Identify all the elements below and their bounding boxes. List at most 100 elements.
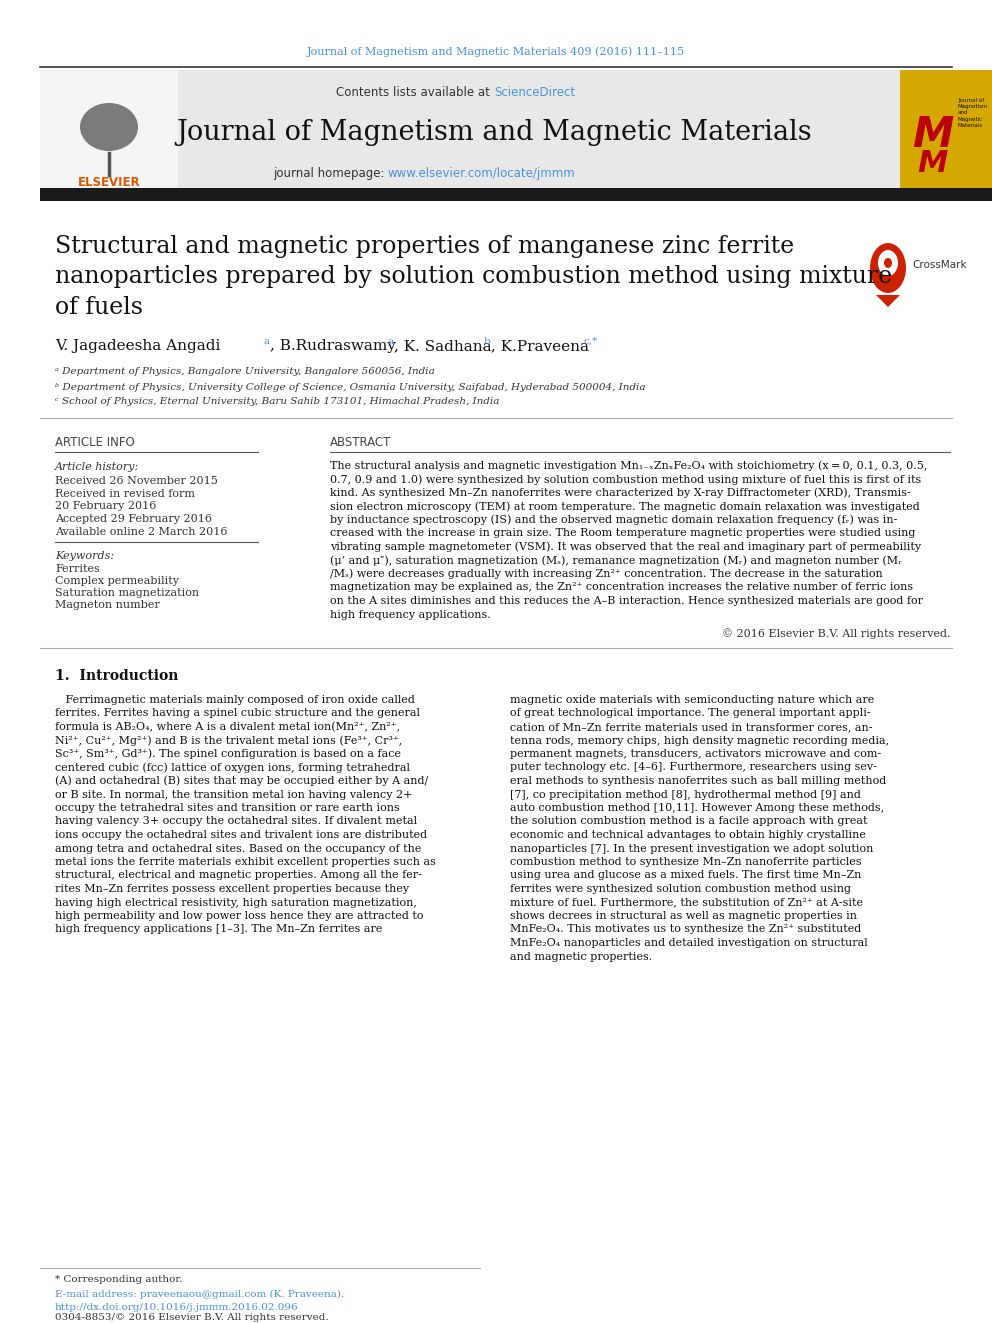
Text: magnetization may be explained as, the Zn²⁺ concentration increases the relative: magnetization may be explained as, the Z… [330,582,913,593]
Text: Sc³⁺, Sm³⁺, Gd³⁺). The spinel configuration is based on a face: Sc³⁺, Sm³⁺, Gd³⁺). The spinel configurat… [55,749,401,759]
Text: c,*: c,* [583,336,597,345]
Text: [7], co precipitation method [8], hydrothermal method [9] and: [7], co precipitation method [8], hydrot… [510,790,861,799]
Text: © 2016 Elsevier B.V. All rights reserved.: © 2016 Elsevier B.V. All rights reserved… [721,628,950,639]
Text: kind. As synthesized Mn–Zn nanoferrites were characterized by X-ray Diffractomet: kind. As synthesized Mn–Zn nanoferrites … [330,488,911,499]
Text: nanoparticles [7]. In the present investigation we adopt solution: nanoparticles [7]. In the present invest… [510,844,873,853]
Text: 0304-8853/© 2016 Elsevier B.V. All rights reserved.: 0304-8853/© 2016 Elsevier B.V. All right… [55,1314,328,1323]
Text: by inductance spectroscopy (IS) and the observed magnetic domain relaxation freq: by inductance spectroscopy (IS) and the … [330,515,898,525]
Text: using urea and glucose as a mixed fuels. The first time Mn–Zn: using urea and glucose as a mixed fuels.… [510,871,861,881]
Text: Received 26 November 2015: Received 26 November 2015 [55,476,218,486]
Text: www.elsevier.com/locate/jmmm: www.elsevier.com/locate/jmmm [388,168,575,180]
Text: ᶜ School of Physics, Eternal University, Baru Sahib 173101, Himachal Pradesh, In: ᶜ School of Physics, Eternal University,… [55,397,499,406]
Text: Complex permeability: Complex permeability [55,576,179,586]
Text: magnetic oxide materials with semiconducting nature which are: magnetic oxide materials with semiconduc… [510,695,874,705]
Text: ferrites. Ferrites having a spinel cubic structure and the general: ferrites. Ferrites having a spinel cubic… [55,709,420,718]
Text: or B site. In normal, the transition metal ion having valency 2+: or B site. In normal, the transition met… [55,790,413,799]
Text: ferrites were synthesized solution combustion method using: ferrites were synthesized solution combu… [510,884,851,894]
Text: structural, electrical and magnetic properties. Among all the fer-: structural, electrical and magnetic prop… [55,871,422,881]
Text: of great technological importance. The general important appli-: of great technological importance. The g… [510,709,871,718]
Text: Ferrimagnetic materials mainly composed of iron oxide called: Ferrimagnetic materials mainly composed … [55,695,415,705]
Text: ᵃ Department of Physics, Bangalore University, Bangalore 560056, India: ᵃ Department of Physics, Bangalore Unive… [55,368,434,377]
Text: CrossMark: CrossMark [912,261,966,270]
FancyBboxPatch shape [40,70,900,188]
Text: occupy the tetrahedral sites and transition or rare earth ions: occupy the tetrahedral sites and transit… [55,803,400,814]
Text: ABSTRACT: ABSTRACT [330,435,392,448]
Text: combustion method to synthesize Mn–Zn nanoferrite particles: combustion method to synthesize Mn–Zn na… [510,857,862,867]
Text: MnFe₂O₄ nanoparticles and detailed investigation on structural: MnFe₂O₄ nanoparticles and detailed inves… [510,938,868,949]
Ellipse shape [878,250,898,277]
Text: Article history:: Article history: [55,462,139,472]
Text: having valency 3+ occupy the octahedral sites. If divalent metal: having valency 3+ occupy the octahedral … [55,816,417,827]
Text: (μ’ and μ″), saturation magnetization (Mₛ), remanance magnetization (Mᵣ) and mag: (μ’ and μ″), saturation magnetization (M… [330,556,902,566]
Text: Magneton number: Magneton number [55,601,160,610]
Text: formula is AB₂O₄, where A is a divalent metal ion(Mn²⁺, Zn²⁺,: formula is AB₂O₄, where A is a divalent … [55,722,400,732]
Text: , K.Praveena: , K.Praveena [491,339,589,353]
Text: ARTICLE INFO: ARTICLE INFO [55,435,135,448]
Text: * Corresponding author.: * Corresponding author. [55,1275,183,1285]
Text: mixture of fuel. Furthermore, the substitution of Zn²⁺ at A-site: mixture of fuel. Furthermore, the substi… [510,897,863,908]
Text: on the A sites diminishes and this reduces the A–B interaction. Hence synthesize: on the A sites diminishes and this reduc… [330,595,923,606]
Text: ELSEVIER: ELSEVIER [77,176,140,189]
Text: http://dx.doi.org/10.1016/j.jmmm.2016.02.096: http://dx.doi.org/10.1016/j.jmmm.2016.02… [55,1303,299,1312]
Text: M: M [918,148,948,177]
Text: tenna rods, memory chips, high density magnetic recording media,: tenna rods, memory chips, high density m… [510,736,889,745]
Ellipse shape [80,103,138,151]
Text: metal ions the ferrite materials exhibit excellent properties such as: metal ions the ferrite materials exhibit… [55,857,435,867]
Text: The structural analysis and magnetic investigation Mn₁₋ₓZnₓFe₂O₄ with stoichiome: The structural analysis and magnetic inv… [330,460,928,471]
Text: Journal of Magnetism and Magnetic Materials 409 (2016) 111–115: Journal of Magnetism and Magnetic Materi… [307,46,685,57]
Text: centered cubic (fcc) lattice of oxygen ions, forming tetrahedral: centered cubic (fcc) lattice of oxygen i… [55,762,410,773]
Text: MnFe₂O₄. This motivates us to synthesize the Zn²⁺ substituted: MnFe₂O₄. This motivates us to synthesize… [510,925,861,934]
Text: M: M [913,114,953,156]
Text: Available online 2 March 2016: Available online 2 March 2016 [55,527,227,537]
Text: , B.Rudraswamy: , B.Rudraswamy [270,339,396,353]
Text: shows decrees in structural as well as magnetic properties in: shows decrees in structural as well as m… [510,912,857,921]
Text: Received in revised form: Received in revised form [55,490,195,499]
Text: E-mail address: praveenaou@gmail.com (K. Praveena).: E-mail address: praveenaou@gmail.com (K.… [55,1290,344,1299]
Text: of fuels: of fuels [55,295,143,319]
Text: having high electrical resistivity, high saturation magnetization,: having high electrical resistivity, high… [55,897,417,908]
Text: journal homepage:: journal homepage: [273,168,388,180]
Text: Structural and magnetic properties of manganese zinc ferrite: Structural and magnetic properties of ma… [55,235,795,258]
Text: Journal of
Magnetism
and
Magnetic
Materials: Journal of Magnetism and Magnetic Materi… [958,98,988,128]
Text: rites Mn–Zn ferrites possess excellent properties because they: rites Mn–Zn ferrites possess excellent p… [55,884,409,894]
Text: eral methods to synthesis nanoferrites such as ball milling method: eral methods to synthesis nanoferrites s… [510,777,886,786]
Text: the solution combustion method is a facile approach with great: the solution combustion method is a faci… [510,816,867,827]
Text: Contents lists available at: Contents lists available at [336,86,494,98]
Text: ᵇ Department of Physics, University College of Science, Osmania University, Saif: ᵇ Department of Physics, University Coll… [55,382,646,392]
Text: Saturation magnetization: Saturation magnetization [55,587,199,598]
Text: 20 February 2016: 20 February 2016 [55,501,157,511]
Text: permanent magnets, transducers, activators microwave and com-: permanent magnets, transducers, activato… [510,749,881,759]
Text: high frequency applications.: high frequency applications. [330,610,491,619]
Text: nanoparticles prepared by solution combustion method using mixture: nanoparticles prepared by solution combu… [55,266,892,288]
Text: 0.7, 0.9 and 1.0) were synthesized by solution combustion method using mixture o: 0.7, 0.9 and 1.0) were synthesized by so… [330,474,922,484]
Text: sion electron microscopy (TEM) at room temperature. The magnetic domain relaxati: sion electron microscopy (TEM) at room t… [330,501,920,512]
Text: among tetra and octahedral sites. Based on the occupancy of the: among tetra and octahedral sites. Based … [55,844,422,853]
Text: economic and technical advantages to obtain highly crystalline: economic and technical advantages to obt… [510,830,866,840]
Text: Ferrites: Ferrites [55,564,100,574]
Text: high permeability and low power loss hence they are attracted to: high permeability and low power loss hen… [55,912,424,921]
Text: Keywords:: Keywords: [55,550,114,561]
Text: (A) and octahedral (B) sites that may be occupied either by A and/: (A) and octahedral (B) sites that may be… [55,775,429,786]
Text: Accepted 29 February 2016: Accepted 29 February 2016 [55,515,212,524]
Text: high frequency applications [1–3]. The Mn–Zn ferrites are: high frequency applications [1–3]. The M… [55,925,382,934]
Text: vibrating sample magnetometer (VSM). It was observed that the real and imaginary: vibrating sample magnetometer (VSM). It … [330,541,922,552]
Text: 1.  Introduction: 1. Introduction [55,669,179,683]
Ellipse shape [884,258,892,269]
Text: auto combustion method [10,11]. However Among these methods,: auto combustion method [10,11]. However … [510,803,884,814]
Polygon shape [876,295,900,307]
Text: a: a [387,336,393,345]
Text: cation of Mn–Zn ferrite materials used in transformer cores, an-: cation of Mn–Zn ferrite materials used i… [510,722,873,732]
Text: Ni²⁺, Cu²⁺, Mg²⁺) and B is the trivalent metal ions (Fe³⁺, Cr³⁺,: Ni²⁺, Cu²⁺, Mg²⁺) and B is the trivalent… [55,736,402,746]
Text: V. Jagadeesha Angadi: V. Jagadeesha Angadi [55,339,220,353]
Text: puter technology etc. [4–6]. Furthermore, researchers using sev-: puter technology etc. [4–6]. Furthermore… [510,762,877,773]
Text: b: b [484,336,491,345]
FancyBboxPatch shape [900,70,992,188]
Text: ScienceDirect: ScienceDirect [494,86,575,98]
Text: and magnetic properties.: and magnetic properties. [510,951,653,962]
Text: , K. Sadhana: , K. Sadhana [394,339,492,353]
FancyBboxPatch shape [40,188,992,201]
FancyBboxPatch shape [40,70,178,188]
Text: /Mₛ) were decreases gradually with increasing Zn²⁺ concentration. The decrease i: /Mₛ) were decreases gradually with incre… [330,569,883,579]
Text: Journal of Magnetism and Magnetic Materials: Journal of Magnetism and Magnetic Materi… [177,119,811,147]
Text: ions occupy the octahedral sites and trivalent ions are distributed: ions occupy the octahedral sites and tri… [55,830,428,840]
